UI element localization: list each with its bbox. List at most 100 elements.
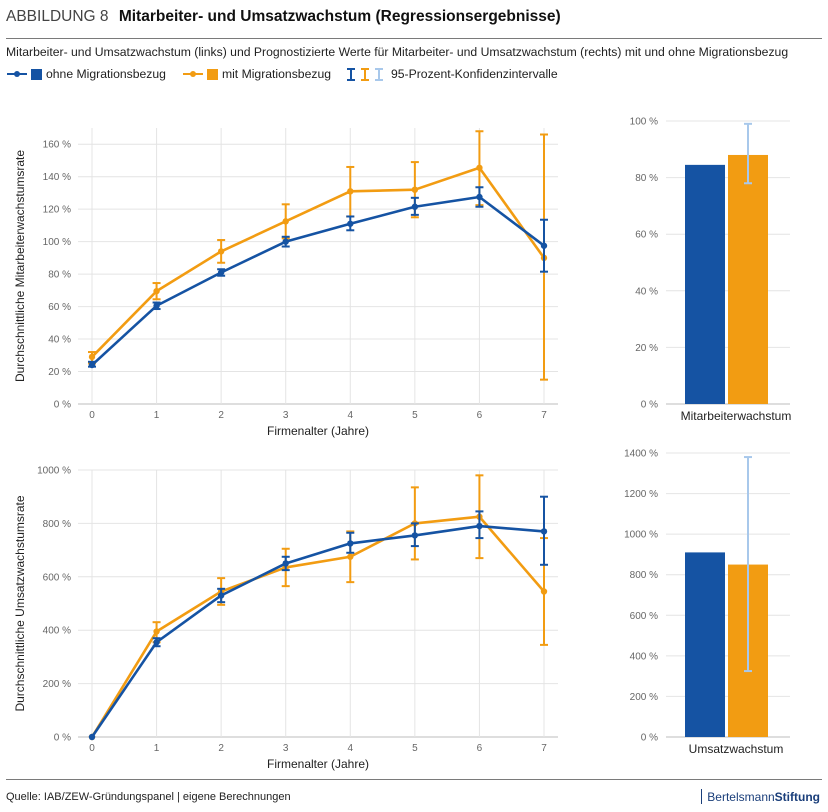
rev-xtick-label: 4 — [348, 743, 354, 754]
emp-xtick-label: 5 — [412, 410, 418, 421]
emp-point-ohne — [217, 269, 225, 276]
brand-name-bold: Stiftung — [774, 789, 820, 804]
legend-item-mit: mit Migrationsbezug — [182, 67, 331, 81]
emp-xtick-label: 2 — [218, 410, 224, 421]
figure-subtitle: Mitarbeiter- und Umsatzwachstum (links) … — [6, 45, 789, 59]
figure-title: Mitarbeiter- und Umsatzwachstum (Regress… — [118, 8, 561, 25]
legend-label-ci: 95-Prozent-Konfidenzintervalle — [391, 67, 558, 81]
emp-xtick-label: 0 — [89, 410, 95, 421]
legend-line-orange-icon — [182, 71, 203, 77]
emp-point-ohne — [540, 242, 548, 249]
emp-point-ohne — [476, 193, 483, 201]
rev-ytick-label: 400 % — [43, 626, 71, 637]
emp-x-axis-title: Firmenalter (Jahre) — [267, 424, 369, 438]
emp-bar-ytick-label: 100 % — [630, 117, 658, 128]
rev-point-mit — [347, 553, 354, 560]
rev-bar-ytick-label: 200 % — [630, 692, 658, 703]
emp-xtick-label: 4 — [348, 410, 354, 421]
rev-xtick-label: 5 — [412, 743, 418, 754]
emp-point-mit — [476, 164, 483, 171]
emp-point-ohne — [282, 238, 289, 245]
emp-ytick-label: 140 % — [43, 172, 71, 183]
emp-point-ohne — [88, 361, 96, 369]
legend-label-mit: mit Migrationsbezug — [221, 67, 331, 81]
rev-bar-ytick-label: 1400 % — [624, 449, 658, 460]
emp-line-ohne — [91, 195, 545, 366]
emp-point-mit — [411, 186, 419, 193]
legend-label-ohne: ohne Migrationsbezug — [46, 67, 166, 81]
emp-bar-ytick-label: 80 % — [635, 173, 658, 184]
rev-point-ohne — [217, 592, 225, 599]
rev-x-axis-title: Firmenalter (Jahre) — [267, 757, 369, 771]
figure-header: ABBILDUNG 8 Mitarbeiter- und Umsatzwachs… — [6, 8, 561, 26]
rev-y-axis-title: Durchschnittliche Umsatzwachstumsrate — [13, 495, 27, 711]
legend-square-blue-icon — [31, 68, 42, 80]
emp-ytick-label: 0 % — [54, 400, 71, 411]
emp-ytick-label: 160 % — [43, 140, 71, 151]
emp-bar-ytick-label: 60 % — [635, 230, 658, 241]
rev-point-ohne — [88, 733, 96, 741]
legend: ohne Migrationsbezug mit Migrationsbezug… — [6, 67, 574, 81]
emp-point-ohne — [411, 203, 419, 210]
rev-ytick-label: 600 % — [43, 572, 71, 583]
rev-bar-ytick-label: 600 % — [630, 611, 658, 622]
emp-ytick-label: 80 % — [48, 270, 71, 281]
rev-xtick-label: 1 — [154, 743, 160, 754]
emp-bar-bar-mit — [728, 154, 768, 404]
legend-line-blue-icon — [7, 71, 27, 77]
emp-bar-category-label: Mitarbeiterwachstum — [681, 409, 792, 423]
rev-point-ohne — [540, 528, 548, 535]
source-note: Quelle: IAB/ZEW-Gründungspanel | eigene … — [6, 791, 291, 803]
emp-point-mit — [347, 188, 354, 195]
emp-line-mit — [91, 166, 546, 358]
emp-point-mit — [217, 248, 225, 255]
rev-bar-ytick-label: 1200 % — [624, 489, 658, 500]
rev-point-ohne — [347, 540, 354, 547]
rev-ytick-label: 0 % — [54, 733, 71, 744]
rev-bar-ytick-label: 800 % — [630, 570, 658, 581]
rev-ytick-label: 1000 % — [37, 466, 71, 477]
rev-point-ohne — [411, 532, 419, 539]
figure-label: ABBILDUNG 8 — [6, 8, 109, 25]
emp-point-mit — [153, 287, 160, 295]
legend-item-ci: 95-Prozent-Konfidenzintervalle — [347, 67, 558, 81]
emp-point-ohne — [153, 302, 160, 309]
rev-bar-ytick-label: 1000 % — [624, 530, 658, 541]
rev-bar-bar-ohne — [685, 552, 725, 737]
rev-bar-category-label: Umsatzwachstum — [689, 742, 784, 756]
rev-xtick-label: 2 — [218, 743, 224, 754]
rev-point-ohne — [282, 560, 289, 567]
brand-name: Bertelsmann — [707, 789, 775, 804]
emp-xtick-label: 3 — [283, 410, 289, 421]
emp-y-axis-title: Durchschnittliche Mitarbeiterwachstumsra… — [13, 150, 27, 382]
footer-divider — [6, 779, 822, 780]
rev-line-mit — [90, 515, 545, 738]
emp-ytick-label: 100 % — [43, 237, 71, 248]
brand-bar — [700, 789, 703, 804]
rev-point-ohne — [153, 639, 160, 646]
legend-square-orange-icon — [206, 68, 218, 80]
emp-bar-bar-ohne — [685, 164, 725, 404]
emp-ytick-label: 60 % — [48, 302, 71, 313]
rev-ytick-label: 200 % — [43, 679, 71, 690]
emp-bar-ytick-label: 20 % — [635, 343, 658, 354]
emp-point-ohne — [347, 220, 354, 227]
emp-xtick-label: 7 — [541, 410, 547, 421]
rev-xtick-label: 6 — [477, 743, 483, 754]
rev-ytick-label: 800 % — [43, 519, 71, 530]
emp-xtick-label: 1 — [154, 410, 160, 421]
emp-ytick-label: 120 % — [43, 205, 71, 216]
rev-bar-ytick-label: 400 % — [630, 651, 658, 662]
emp-xtick-label: 6 — [477, 410, 483, 421]
rev-xtick-label: 3 — [283, 743, 289, 754]
emp-point-mit — [282, 218, 289, 225]
emp-point-mit — [88, 353, 96, 361]
header-divider — [6, 38, 822, 39]
rev-bar-ytick-label: 0 % — [641, 733, 658, 744]
brand-logo: Bertelsmann Stiftung — [700, 789, 820, 804]
emp-bar-ytick-label: 40 % — [635, 286, 658, 297]
emp-ytick-label: 40 % — [48, 335, 71, 346]
rev-point-ohne — [476, 522, 483, 530]
emp-ytick-label: 20 % — [48, 367, 71, 378]
